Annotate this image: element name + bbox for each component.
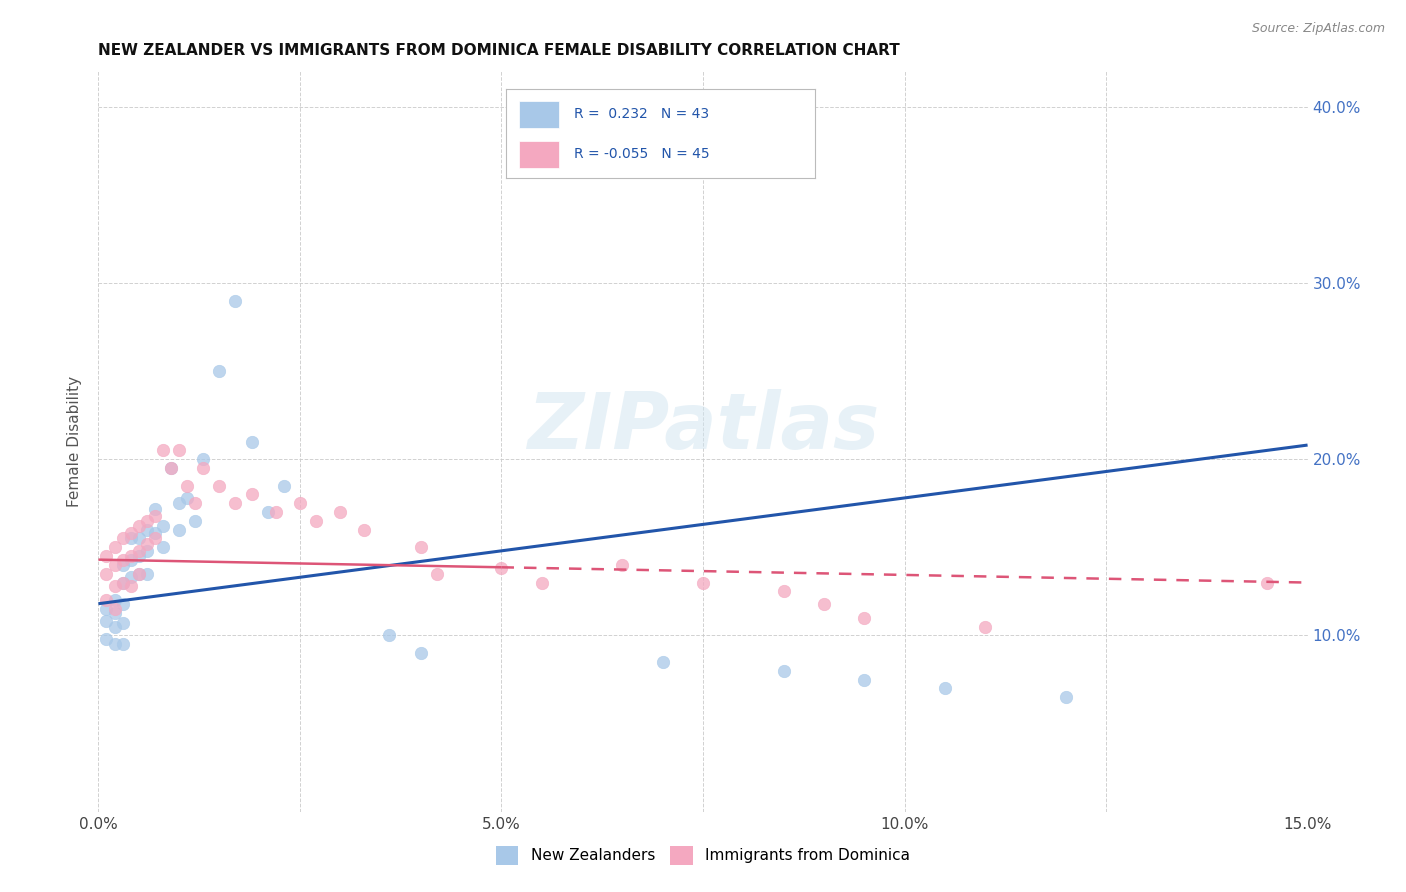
Text: R =  0.232   N = 43: R = 0.232 N = 43 [574,107,710,121]
Text: NEW ZEALANDER VS IMMIGRANTS FROM DOMINICA FEMALE DISABILITY CORRELATION CHART: NEW ZEALANDER VS IMMIGRANTS FROM DOMINIC… [98,43,900,58]
Point [128,532,150,546]
Point [1054,690,1077,705]
Point [103,541,125,555]
Point [160,461,183,475]
Point [120,532,142,546]
Point [853,611,876,625]
Point [96,593,118,607]
Point [128,544,150,558]
Point [111,616,134,631]
Point [103,606,125,620]
Point [530,575,553,590]
Point [184,496,207,510]
Point [426,566,449,581]
Point [111,575,134,590]
Point [974,619,997,633]
Point [329,505,352,519]
Text: Source: ZipAtlas.com: Source: ZipAtlas.com [1251,22,1385,36]
Point [96,632,118,646]
Point [143,508,166,523]
Point [208,364,231,378]
Point [288,496,311,510]
Point [143,526,166,541]
Point [240,434,263,449]
Point [208,478,231,492]
Point [772,584,794,599]
Point [120,526,142,541]
Point [813,597,835,611]
Point [143,532,166,546]
Point [135,537,157,551]
Point [193,452,215,467]
Point [176,478,198,492]
Text: R = -0.055   N = 45: R = -0.055 N = 45 [574,147,710,161]
Point [128,549,150,563]
Point [128,519,150,533]
Point [224,293,246,308]
Point [103,558,125,572]
Legend: New Zealanders, Immigrants from Dominica: New Zealanders, Immigrants from Dominica [489,840,917,871]
Point [103,593,125,607]
Point [152,443,174,458]
Point [128,566,150,581]
Point [152,519,174,533]
Point [224,496,246,510]
Point [193,461,215,475]
Point [612,558,634,572]
Point [96,615,118,629]
Point [853,673,876,687]
Point [305,514,328,528]
Point [1256,575,1278,590]
Point [264,505,287,519]
Point [353,523,375,537]
Point [409,541,432,555]
Point [111,637,134,651]
Point [120,579,142,593]
Point [491,561,513,575]
Point [934,681,956,696]
Point [111,532,134,546]
Point [128,566,150,581]
Point [103,579,125,593]
Point [111,597,134,611]
Point [167,523,190,537]
Point [135,514,157,528]
Point [135,566,157,581]
Point [120,570,142,584]
Point [120,549,142,563]
Point [167,496,190,510]
Point [377,628,399,642]
Point [103,637,125,651]
Point [256,505,278,519]
Point [103,619,125,633]
Point [111,558,134,572]
Point [240,487,263,501]
Point [167,443,190,458]
Point [184,514,207,528]
Point [160,461,183,475]
Point [692,575,714,590]
Point [409,646,432,660]
Point [135,544,157,558]
FancyBboxPatch shape [519,101,558,128]
Point [152,541,174,555]
Point [111,552,134,566]
Point [96,549,118,563]
Point [96,566,118,581]
Point [120,552,142,566]
Point [111,575,134,590]
FancyBboxPatch shape [519,141,558,168]
Point [143,501,166,516]
Text: ZIPatlas: ZIPatlas [527,389,879,465]
Point [176,491,198,505]
Point [772,664,794,678]
Point [103,602,125,616]
Point [651,655,673,669]
Point [96,602,118,616]
Point [135,523,157,537]
Point [273,478,295,492]
Y-axis label: Female Disability: Female Disability [67,376,83,508]
